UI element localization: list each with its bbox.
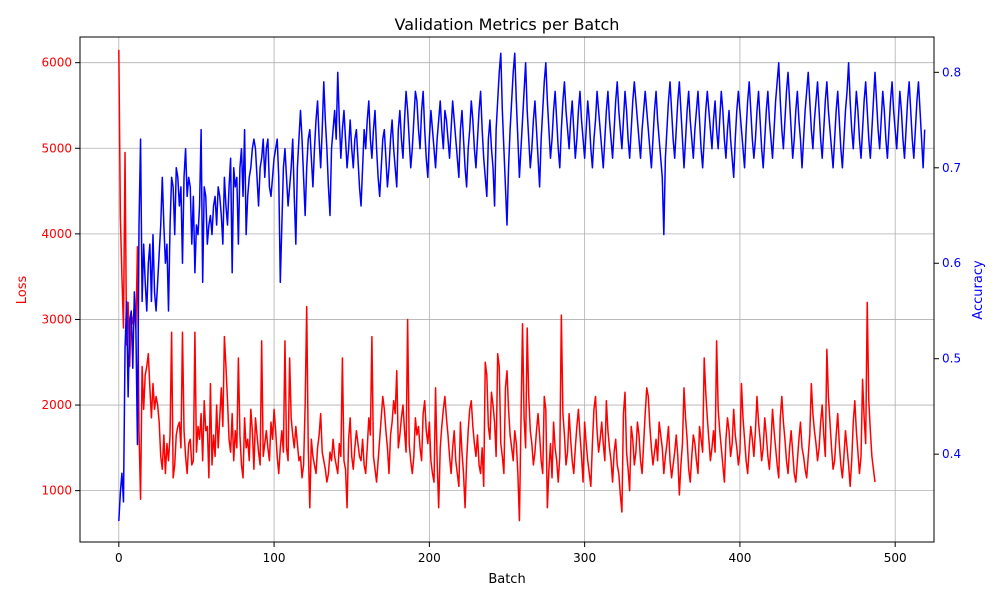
x-tick-label: 100 (263, 551, 286, 565)
y-axis-left: 1000 2000 3000 4000 5000 6000 (41, 56, 80, 498)
y-right-tick-label: 0.6 (942, 256, 961, 270)
y-left-tick-label: 1000 (41, 484, 72, 498)
chart-title: Validation Metrics per Batch (395, 15, 620, 34)
x-axis-label: Batch (488, 572, 525, 587)
series-line-loss (118, 49, 876, 522)
y-left-tick-label: 3000 (41, 312, 72, 326)
y-axis-right-label: Accuracy (971, 260, 986, 320)
x-tick-label: 0 (115, 551, 123, 565)
y-left-tick-label: 6000 (41, 56, 72, 70)
plot-frame (79, 36, 935, 543)
x-axis: 0 100 200 300 400 500 (115, 542, 907, 565)
y-right-tick-label: 0.4 (942, 447, 961, 461)
y-left-tick-label: 5000 (41, 141, 72, 155)
y-axis-left-label: Loss (15, 276, 30, 305)
y-right-tick-label: 0.7 (942, 161, 961, 175)
x-tick-label: 400 (728, 551, 751, 565)
y-left-tick-label: 2000 (41, 398, 72, 412)
series-line-accuracy (118, 52, 926, 522)
x-tick-label: 200 (418, 551, 441, 565)
y-right-tick-label: 0.5 (942, 352, 961, 366)
series-lines (118, 49, 926, 522)
y-right-tick-label: 0.8 (942, 65, 961, 79)
y-axis-right: 0.4 0.5 0.6 0.7 0.8 (934, 65, 961, 461)
x-tick-label: 500 (884, 551, 907, 565)
y-left-tick-label: 4000 (41, 227, 72, 241)
x-tick-label: 300 (573, 551, 596, 565)
